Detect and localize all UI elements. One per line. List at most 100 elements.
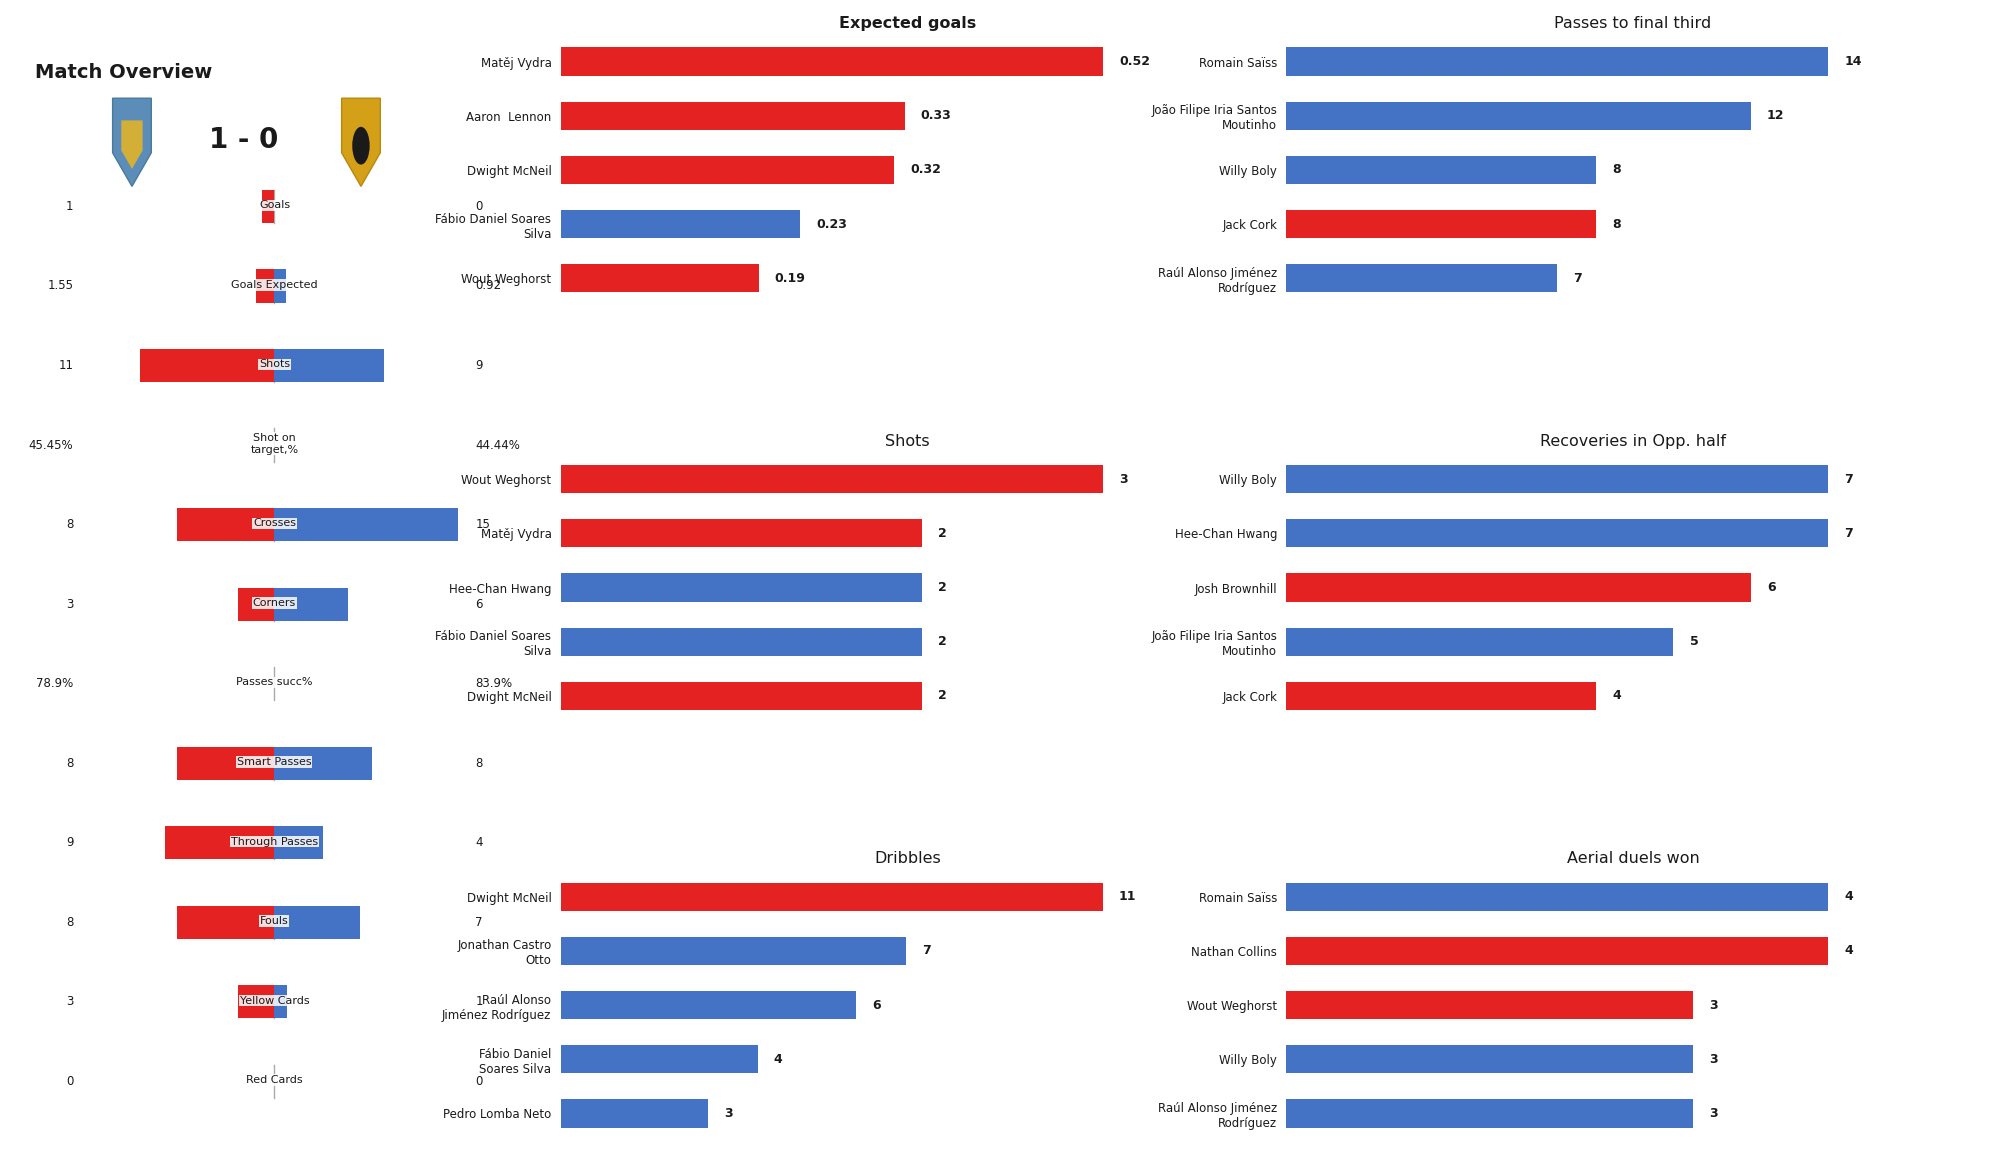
Bar xyxy=(560,264,758,293)
Text: 0.32: 0.32 xyxy=(910,163,942,176)
Bar xyxy=(1286,465,1828,494)
FancyBboxPatch shape xyxy=(274,349,384,382)
Text: 11: 11 xyxy=(1118,891,1136,904)
FancyBboxPatch shape xyxy=(140,349,274,382)
Bar xyxy=(560,936,906,965)
FancyBboxPatch shape xyxy=(262,190,274,223)
Text: 0.92: 0.92 xyxy=(476,280,502,293)
Text: 12: 12 xyxy=(1768,109,1784,122)
Text: 3: 3 xyxy=(1708,1107,1718,1120)
Text: 3: 3 xyxy=(1708,999,1718,1012)
Text: 7: 7 xyxy=(1844,472,1854,485)
Bar xyxy=(1286,682,1596,710)
Bar xyxy=(1286,102,1750,130)
FancyBboxPatch shape xyxy=(274,985,286,1019)
Text: 1: 1 xyxy=(476,995,482,1008)
Text: 0: 0 xyxy=(476,200,482,213)
Polygon shape xyxy=(342,99,380,187)
Text: Passes succ%: Passes succ% xyxy=(236,678,312,687)
FancyBboxPatch shape xyxy=(274,826,324,859)
Text: 8: 8 xyxy=(476,757,482,770)
Text: 6: 6 xyxy=(476,598,482,611)
Text: 0.19: 0.19 xyxy=(774,271,806,284)
Title: Shots: Shots xyxy=(886,434,930,449)
Text: 11: 11 xyxy=(58,360,74,372)
Bar xyxy=(1286,519,1828,548)
Text: 14: 14 xyxy=(1844,55,1862,68)
FancyBboxPatch shape xyxy=(176,508,274,542)
Text: Red Cards: Red Cards xyxy=(246,1075,302,1085)
Bar xyxy=(560,991,856,1019)
FancyBboxPatch shape xyxy=(238,985,274,1019)
Title: Dribbles: Dribbles xyxy=(874,852,940,866)
Bar xyxy=(1286,210,1596,239)
FancyBboxPatch shape xyxy=(274,508,458,542)
Bar xyxy=(1286,1100,1692,1128)
Text: Crosses: Crosses xyxy=(252,518,296,529)
Text: Goals Expected: Goals Expected xyxy=(232,280,318,290)
FancyBboxPatch shape xyxy=(176,746,274,780)
Bar xyxy=(1286,264,1558,293)
Bar xyxy=(560,682,922,710)
Bar xyxy=(560,47,1102,75)
Text: 8: 8 xyxy=(1612,217,1620,230)
Polygon shape xyxy=(122,120,142,169)
Bar xyxy=(560,573,922,602)
Bar xyxy=(1286,1045,1692,1073)
FancyBboxPatch shape xyxy=(274,269,286,302)
Bar xyxy=(560,1100,708,1128)
Text: 9: 9 xyxy=(476,360,482,372)
Text: 9: 9 xyxy=(66,837,74,850)
Text: Through Passes: Through Passes xyxy=(230,837,318,846)
Bar xyxy=(560,882,1102,911)
Text: Smart Passes: Smart Passes xyxy=(238,757,312,767)
Text: 4: 4 xyxy=(476,837,482,850)
FancyBboxPatch shape xyxy=(176,906,274,939)
Bar xyxy=(1286,627,1674,656)
Text: 0: 0 xyxy=(476,1075,482,1088)
Text: 7: 7 xyxy=(1844,526,1854,539)
Text: Shots: Shots xyxy=(258,360,290,369)
Text: 6: 6 xyxy=(1768,580,1776,595)
Title: Recoveries in Opp. half: Recoveries in Opp. half xyxy=(1540,434,1726,449)
Bar xyxy=(1286,936,1828,965)
Text: 45.45%: 45.45% xyxy=(28,438,74,451)
Title: Passes to final third: Passes to final third xyxy=(1554,16,1712,32)
Bar xyxy=(1286,991,1692,1019)
Text: Match Overview: Match Overview xyxy=(36,62,212,82)
FancyBboxPatch shape xyxy=(274,906,360,939)
Text: 3: 3 xyxy=(66,598,74,611)
Text: 3: 3 xyxy=(66,995,74,1008)
Title: Expected goals: Expected goals xyxy=(838,16,976,32)
FancyBboxPatch shape xyxy=(274,746,372,780)
Bar xyxy=(560,156,894,184)
Text: 8: 8 xyxy=(1612,163,1620,176)
Bar xyxy=(560,519,922,548)
Text: 7: 7 xyxy=(922,945,930,958)
Bar xyxy=(1286,882,1828,911)
Bar xyxy=(1286,573,1750,602)
Text: 4: 4 xyxy=(1612,690,1620,703)
Text: 0.23: 0.23 xyxy=(816,217,848,230)
Text: 2: 2 xyxy=(938,690,946,703)
Text: 1: 1 xyxy=(66,200,74,213)
Text: 8: 8 xyxy=(66,915,74,928)
Text: Shot on
target,%: Shot on target,% xyxy=(250,434,298,455)
Text: 5: 5 xyxy=(1690,636,1698,649)
Text: 78.9%: 78.9% xyxy=(36,677,74,690)
Text: 7: 7 xyxy=(476,915,482,928)
FancyBboxPatch shape xyxy=(164,826,274,859)
Bar xyxy=(560,210,800,239)
Text: Fouls: Fouls xyxy=(260,916,288,926)
FancyBboxPatch shape xyxy=(238,588,274,620)
Text: 4: 4 xyxy=(1844,945,1854,958)
Text: 3: 3 xyxy=(1118,472,1128,485)
Text: 3: 3 xyxy=(724,1107,734,1120)
Text: 2: 2 xyxy=(938,526,946,539)
Text: 3: 3 xyxy=(1708,1053,1718,1066)
Text: 4: 4 xyxy=(1844,891,1854,904)
Text: 6: 6 xyxy=(872,999,882,1012)
Bar xyxy=(560,1045,758,1073)
Text: Goals: Goals xyxy=(258,201,290,210)
Circle shape xyxy=(352,127,370,164)
